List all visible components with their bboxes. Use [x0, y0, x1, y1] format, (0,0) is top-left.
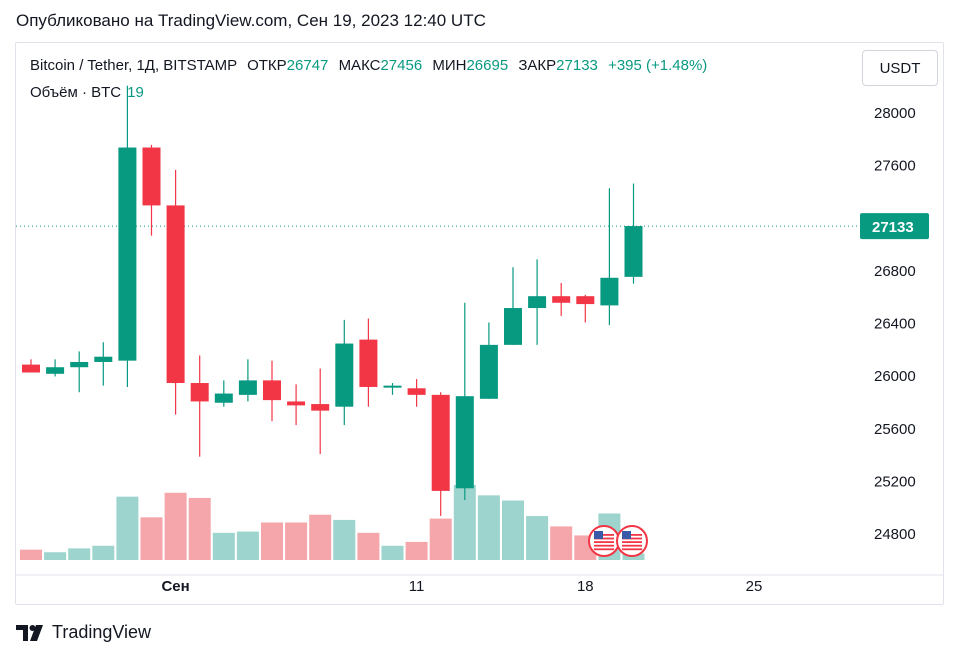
- candle-body: [455, 396, 474, 489]
- y-tick-label: 26000: [874, 368, 916, 385]
- currency-button[interactable]: USDT: [862, 50, 938, 86]
- volume-bar: [44, 552, 67, 560]
- y-tick-label: 25600: [874, 421, 916, 438]
- volume-bar: [20, 549, 42, 560]
- low-value: 26695: [466, 57, 509, 74]
- y-tick-label: 24800: [874, 526, 916, 543]
- us-flag-event-icon[interactable]: [616, 525, 648, 557]
- candle-body: [528, 296, 547, 309]
- volume-bar: [212, 532, 235, 560]
- volume-bar: [188, 497, 211, 560]
- volume-bar: [236, 531, 259, 560]
- volume-bar: [526, 516, 549, 560]
- candle-body: [600, 277, 619, 306]
- candle-body: [383, 385, 402, 388]
- volume-value: 19: [127, 84, 144, 101]
- candle-body: [46, 367, 65, 374]
- volume-bar: [477, 495, 500, 560]
- candle-body: [94, 356, 113, 362]
- low-label: МИН: [432, 57, 467, 74]
- volume-bar: [405, 541, 428, 560]
- ohlc-legend: Bitcoin / Tether, 1Д, BITSTAMP ОТКР26747…: [30, 57, 707, 74]
- y-tick-label: 27600: [874, 158, 916, 175]
- candle-body: [22, 364, 40, 373]
- volume-bar: [92, 545, 115, 560]
- candle-body: [431, 394, 450, 491]
- volume-bar: [381, 545, 404, 560]
- brand-footer[interactable]: TradingView: [16, 622, 151, 643]
- publish-info: Опубликовано на TradingView.com, Сен 19,…: [16, 11, 486, 30]
- close-label: ЗАКР: [518, 57, 557, 74]
- chart-frame: [15, 42, 944, 605]
- high-label: МАКС: [338, 57, 381, 74]
- change-value: +395 (+1.48%): [608, 57, 708, 74]
- last-price-badge: [860, 213, 929, 240]
- volume-bar: [68, 548, 91, 560]
- candle-body: [504, 308, 522, 345]
- y-tick-label: 25200: [874, 473, 916, 490]
- x-tick-label: 25: [746, 578, 763, 595]
- volume-bar: [140, 517, 163, 560]
- symbol-label[interactable]: Bitcoin / Tether, 1Д, BITSTAMP: [30, 57, 237, 74]
- candle-body: [166, 205, 185, 384]
- candle-body: [263, 380, 281, 401]
- volume-bar: [164, 492, 187, 560]
- y-tick-label: 26400: [874, 316, 916, 333]
- candle-body: [335, 343, 354, 407]
- x-tick-label: Сен: [161, 578, 189, 595]
- candle-body: [479, 344, 498, 399]
- candle-body: [407, 388, 426, 395]
- candle-body: [576, 296, 595, 305]
- x-tick-label: 11: [409, 578, 425, 595]
- volume-bar: [285, 522, 308, 560]
- candle-body: [70, 361, 89, 368]
- volume-label: Объём · BTC: [30, 84, 122, 101]
- candle-body: [624, 226, 643, 277]
- x-tick-label: 18: [577, 578, 594, 595]
- candle-body: [190, 383, 209, 402]
- volume-legend: Объём · BTC 19: [30, 84, 144, 101]
- volume-bar: [309, 514, 332, 560]
- volume-bar: [502, 500, 524, 560]
- candle-body: [118, 147, 137, 361]
- brand-name: TradingView: [52, 622, 152, 642]
- tradingview-logo-icon: [16, 624, 43, 641]
- candle-body: [311, 404, 330, 411]
- volume-bar: [261, 522, 283, 560]
- y-tick-label: 28000: [874, 105, 916, 122]
- open-value: 26747: [286, 57, 329, 74]
- y-tick-label: 26800: [874, 263, 916, 280]
- close-value: 27133: [556, 57, 598, 74]
- volume-bar: [550, 526, 573, 560]
- last-price-label: 27133: [872, 219, 914, 236]
- candle-body: [214, 393, 233, 403]
- us-flag-event-icon[interactable]: [588, 525, 620, 557]
- volume-bar: [357, 532, 380, 560]
- candle-body: [238, 380, 257, 395]
- candle-body: [287, 401, 306, 406]
- open-label: ОТКР: [247, 57, 287, 74]
- volume-bar: [453, 485, 476, 560]
- candle-body: [359, 339, 378, 387]
- volume-bar: [116, 496, 139, 560]
- high-value: 27456: [380, 57, 423, 74]
- candle-body: [552, 296, 571, 303]
- volume-bar: [429, 518, 452, 560]
- volume-bar: [333, 519, 356, 560]
- candle-body: [142, 147, 161, 206]
